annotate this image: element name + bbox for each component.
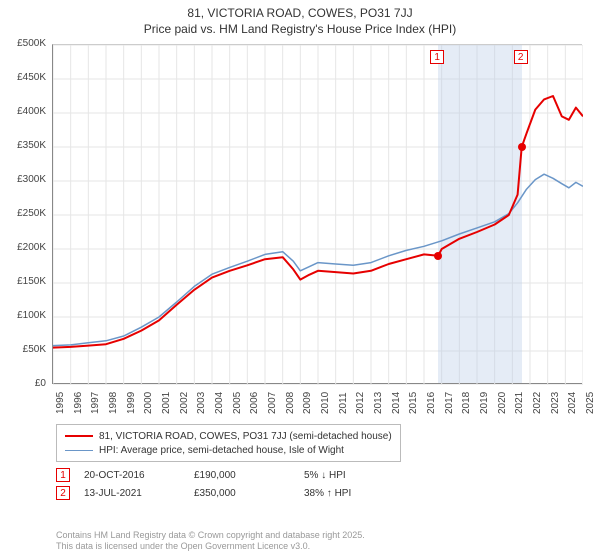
attribution: Contains HM Land Registry data © Crown c… — [56, 530, 365, 553]
chart-legend: 81, VICTORIA ROAD, COWES, PO31 7JJ (semi… — [56, 424, 401, 462]
sale-marker-flag-2: 2 — [514, 50, 528, 64]
sale-price-2: £350,000 — [194, 488, 304, 499]
sale-marker-2: 2 — [56, 486, 70, 500]
x-tick-label: 1998 — [108, 392, 119, 414]
legend-swatch-series1 — [65, 435, 93, 437]
x-tick-label: 2009 — [302, 392, 313, 414]
sale-delta-1: 5% ↓ HPI — [304, 470, 346, 481]
x-tick-label: 2017 — [444, 392, 455, 414]
sale-marker-flag-1: 1 — [430, 50, 444, 64]
y-tick-label: £50K — [0, 344, 46, 355]
legend-row-series2: HPI: Average price, semi-detached house,… — [65, 443, 392, 457]
x-tick-label: 2007 — [267, 392, 278, 414]
y-tick-label: £300K — [0, 174, 46, 185]
x-tick-label: 2013 — [373, 392, 384, 414]
x-tick-label: 1997 — [90, 392, 101, 414]
legend-label-series2: HPI: Average price, semi-detached house,… — [99, 445, 344, 456]
attribution-line2: This data is licensed under the Open Gov… — [56, 541, 365, 552]
x-tick-label: 2024 — [567, 392, 578, 414]
y-tick-label: £500K — [0, 38, 46, 49]
y-tick-label: £100K — [0, 310, 46, 321]
y-tick-label: £0 — [0, 378, 46, 389]
legend-label-series1: 81, VICTORIA ROAD, COWES, PO31 7JJ (semi… — [99, 431, 392, 442]
legend-swatch-series2 — [65, 450, 93, 451]
series-lines — [53, 45, 583, 385]
x-tick-label: 1999 — [126, 392, 137, 414]
x-tick-label: 2014 — [391, 392, 402, 414]
sale-date-2: 13-JUL-2021 — [84, 488, 194, 499]
sale-date-1: 20-OCT-2016 — [84, 470, 194, 481]
x-tick-label: 2019 — [479, 392, 490, 414]
chart-subtitle: Price paid vs. HM Land Registry's House … — [0, 22, 600, 36]
x-tick-label: 2002 — [179, 392, 190, 414]
y-tick-label: £200K — [0, 242, 46, 253]
sale-price-1: £190,000 — [194, 470, 304, 481]
series-hpi — [53, 174, 583, 345]
x-tick-label: 1996 — [73, 392, 84, 414]
sale-dot-1 — [434, 252, 442, 260]
attribution-line1: Contains HM Land Registry data © Crown c… — [56, 530, 365, 541]
y-tick-label: £250K — [0, 208, 46, 219]
x-tick-label: 1995 — [55, 392, 66, 414]
chart-title: 81, VICTORIA ROAD, COWES, PO31 7JJ — [0, 6, 600, 20]
chart-container: 81, VICTORIA ROAD, COWES, PO31 7JJ Price… — [0, 0, 600, 560]
sale-marker-1: 1 — [56, 468, 70, 482]
x-tick-label: 2006 — [249, 392, 260, 414]
y-tick-label: £450K — [0, 72, 46, 83]
x-tick-label: 2016 — [426, 392, 437, 414]
legend-row-series1: 81, VICTORIA ROAD, COWES, PO31 7JJ (semi… — [65, 429, 392, 443]
series-price_paid — [53, 96, 583, 348]
x-tick-label: 2004 — [214, 392, 225, 414]
x-tick-label: 2012 — [355, 392, 366, 414]
y-tick-label: £350K — [0, 140, 46, 151]
x-tick-label: 2001 — [161, 392, 172, 414]
x-tick-label: 2018 — [461, 392, 472, 414]
sales-table: 1 20-OCT-2016 £190,000 5% ↓ HPI 2 13-JUL… — [56, 468, 351, 504]
sale-row-1: 1 20-OCT-2016 £190,000 5% ↓ HPI — [56, 468, 351, 482]
x-tick-label: 2008 — [285, 392, 296, 414]
sale-delta-2: 38% ↑ HPI — [304, 488, 351, 499]
x-tick-label: 2022 — [532, 392, 543, 414]
x-tick-label: 2010 — [320, 392, 331, 414]
y-tick-label: £150K — [0, 276, 46, 287]
plot-area — [52, 44, 582, 384]
x-tick-label: 2000 — [143, 392, 154, 414]
x-tick-label: 2011 — [338, 392, 349, 414]
x-tick-label: 2015 — [408, 392, 419, 414]
x-tick-label: 2023 — [550, 392, 561, 414]
x-tick-label: 2020 — [497, 392, 508, 414]
x-tick-label: 2005 — [232, 392, 243, 414]
x-tick-label: 2021 — [514, 392, 525, 414]
y-tick-label: £400K — [0, 106, 46, 117]
sale-dot-2 — [518, 143, 526, 151]
x-tick-label: 2003 — [196, 392, 207, 414]
x-tick-label: 2025 — [585, 392, 596, 414]
sale-row-2: 2 13-JUL-2021 £350,000 38% ↑ HPI — [56, 486, 351, 500]
